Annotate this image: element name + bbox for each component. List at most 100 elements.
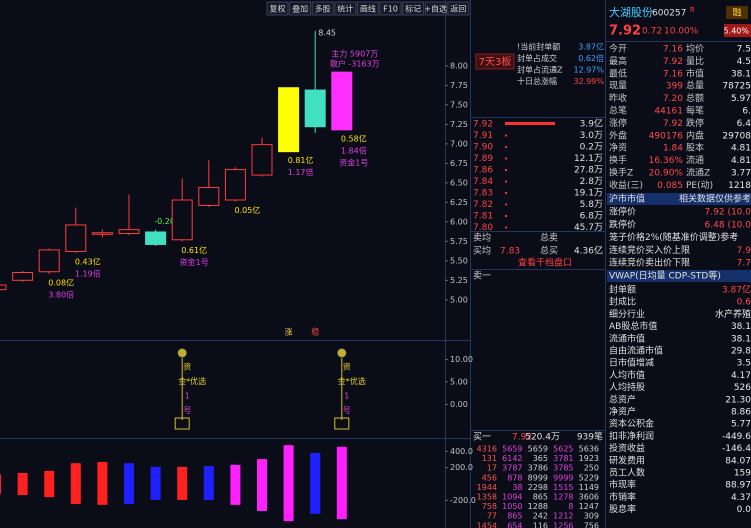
queue-cell: 758 — [482, 502, 497, 511]
toolbar-button[interactable]: F10 — [383, 5, 398, 14]
field-value: 7.16 — [663, 69, 683, 79]
field-value: 1218 — [728, 181, 751, 191]
field-label: 最低 — [609, 67, 627, 79]
field-label: 流通Z — [686, 167, 710, 179]
indicator-bar — [124, 463, 134, 505]
limit-tag: 7天3板 — [479, 55, 512, 68]
stat-label: !当前封单额 — [517, 42, 560, 52]
ask-volume: 45.7万 — [574, 223, 603, 233]
queue-cell: 5636 — [579, 445, 599, 454]
badge-box — [724, 24, 751, 37]
toolbar-button-frame[interactable] — [311, 1, 334, 16]
queue-cell: 8 — [568, 502, 573, 511]
fundamental-field: 0.0 — [737, 505, 751, 515]
queue-cell: 3606 — [579, 493, 599, 502]
y-tick-label: 5.00 — [450, 377, 468, 386]
field-value: 16.36% — [649, 156, 684, 166]
limit-field: VWAP(日均量 CDP-STD等) — [609, 270, 721, 282]
toolbar-button[interactable]: 叠加 — [292, 4, 308, 14]
stat-value: 0.62倍 — [578, 53, 604, 63]
y-tick-label: 5.25 — [450, 276, 468, 285]
y-tick-label: 5.75 — [450, 237, 468, 246]
section-note: 相关数据仅供参考 — [679, 193, 751, 205]
limit-field: 6.48 (10.0 — [705, 220, 751, 230]
section-band — [607, 193, 751, 205]
toolbar-button-frame[interactable] — [402, 1, 425, 16]
toolbar-button-frame[interactable] — [266, 1, 289, 16]
ask-depth-bar — [505, 122, 555, 125]
queue-cell: 5625 — [553, 445, 573, 454]
toolbar-button[interactable]: 标记 — [405, 4, 421, 14]
y-tick-label: 6.25 — [450, 198, 468, 207]
fundamental-field: 3.87亿 — [722, 284, 751, 296]
y-tick-label: 7.00 — [450, 139, 468, 148]
signal-icon — [337, 348, 347, 358]
stock-name: 大湖股份 — [609, 5, 653, 19]
candle-annotation: 0.81亿 — [288, 155, 314, 165]
queue-cell: 1288 — [528, 502, 548, 511]
queue-cell: 1454 — [477, 521, 497, 528]
limit-field: 连续竞价买入价上限 — [609, 244, 690, 256]
fundamental-field: 流通市值 — [609, 332, 645, 344]
toolbar-button-frame[interactable] — [334, 1, 357, 16]
field-value: 4.81 — [731, 144, 751, 154]
toolbar-button[interactable]: 统计 — [337, 4, 353, 14]
field-value: 4.81 — [731, 156, 751, 166]
toolbar-button-frame[interactable] — [447, 1, 470, 16]
y-tick-label: 0.00 — [450, 400, 468, 409]
queue-cell: 3785 — [553, 464, 573, 473]
ask-price: 7.80 — [473, 223, 493, 233]
change: 0.72 — [642, 27, 662, 37]
candle-body — [224, 169, 246, 201]
queue-cell: 654 — [507, 521, 522, 528]
field-label: 净资 — [609, 142, 627, 154]
ask-dot — [505, 203, 507, 206]
queue-cell: 1149 — [579, 483, 599, 492]
field-label: 股本 — [686, 142, 704, 154]
toolbar-button-frame[interactable] — [289, 1, 312, 16]
candle-annotation: 1.84倍 — [341, 145, 367, 155]
label: 买均 — [473, 245, 491, 257]
candle-annotation: 1.17倍 — [288, 167, 314, 177]
indicator-bar — [203, 466, 214, 500]
limit-field: 7.92 (10.0 — [705, 208, 751, 218]
field-label: 跌停 — [686, 117, 704, 129]
value: 7.83 — [500, 247, 520, 257]
candle-annotation: 主力 5907万 — [331, 49, 378, 59]
badge-box — [726, 6, 748, 19]
field-label: 均价 — [686, 43, 704, 55]
queue-cell: 1278 — [553, 493, 573, 502]
toolbar-button[interactable]: 复权 — [270, 4, 286, 14]
queue-cell: 1050 — [502, 502, 522, 511]
ask-volume: 0.2万 — [580, 143, 603, 153]
queue-cell: 1944 — [477, 483, 497, 492]
queue-cell: 1256 — [553, 521, 573, 528]
bid1-cell: 520.4万 — [525, 433, 560, 443]
toolbar-button-frame[interactable] — [424, 1, 447, 16]
toolbar-button[interactable]: 画线 — [360, 4, 376, 14]
fundamental-field: 38.1 — [731, 322, 751, 332]
fundamental-field: 封成比 — [609, 296, 636, 308]
candle-annotation: 0.61亿 — [181, 245, 207, 255]
field-value: 44161 — [654, 107, 683, 117]
queue-cell: 5659 — [502, 445, 522, 454]
y-tick-label: 7.50 — [450, 100, 468, 109]
ask-price: 7.86 — [473, 166, 493, 176]
field-value: 6.4 — [737, 119, 751, 129]
ask-price: 7.83 — [473, 189, 493, 199]
signal-label: 号 — [343, 406, 351, 415]
signal-icon — [177, 348, 187, 358]
y-tick-label: 7.25 — [450, 120, 468, 129]
toolbar-button[interactable]: 返回 — [450, 5, 466, 14]
toolbar-button-frame[interactable] — [379, 1, 402, 16]
signal-label: 金*优选 — [338, 376, 366, 386]
toolbar-button[interactable]: 多股 — [315, 4, 331, 14]
queue-cell: 77 — [487, 512, 497, 521]
toolbar-button[interactable]: +自选 — [424, 4, 447, 14]
depth-link[interactable]: 查看千档盘口 — [518, 257, 572, 269]
toolbar-button-frame[interactable] — [356, 1, 379, 16]
ask-dot — [505, 226, 507, 229]
field-label: 每笔 — [686, 105, 704, 117]
